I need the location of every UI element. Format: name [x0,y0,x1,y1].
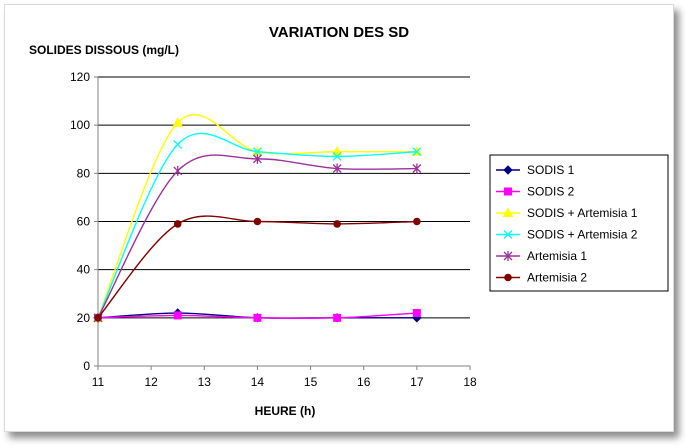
legend-item: Artemisia 2 [496,271,587,285]
data-point [413,217,421,226]
x-tick-label: 15 [304,375,318,389]
data-point [412,163,422,174]
data-point [333,220,341,228]
legend-marker [503,251,513,261]
series-4 [93,132,422,323]
legend-label: SODIS + Artemisia 1 [527,206,638,220]
x-tick-labels: 11 12 13 14 15 16 17 18 [92,375,477,389]
chart-svg: VARIATION DES SD SOLIDES DISSOUS (mg/L) … [29,24,669,418]
legend-label: Artemisia 1 [527,249,587,263]
series-line [97,132,417,319]
y-tick-label: 0 [83,359,90,373]
chart-title: VARIATION DES SD [269,24,409,41]
legend-marker [503,165,513,175]
legend-label: SODIS 2 [527,185,575,199]
y-tick-labels: 0 20 40 60 80 100 120 [70,70,90,373]
data-point [173,311,182,320]
x-tick-label: 11 [92,375,105,389]
y-tick-label: 80 [77,166,91,180]
series-lines [92,114,423,323]
series-5 [93,153,422,323]
y-tick-label: 120 [70,70,90,84]
legend: SODIS 1 SODIS 2 SODIS + Artemisia 1 SODIS +… [489,154,669,292]
x-tick-label: 18 [463,375,477,389]
data-point [412,147,422,157]
x-tick-label: 16 [357,375,371,389]
legend-marker [504,273,512,282]
data-point [94,314,102,322]
legend-marker [503,230,513,239]
x-tick-label: 17 [410,375,424,389]
x-tick-label: 14 [251,375,265,389]
y-tick-label: 40 [77,263,91,277]
data-point [253,217,262,226]
legend-label: Artemisia 2 [527,271,587,285]
data-point [173,139,183,149]
series-line [97,154,417,319]
data-point [332,152,342,161]
grid-lines [98,76,470,319]
legend-box [489,154,669,292]
x-tick-label: 12 [144,375,158,389]
y-tick-label: 100 [70,118,90,132]
data-point [252,147,262,157]
data-point [412,309,421,318]
legend-label: SODIS + Artemisia 2 [527,228,638,242]
y-axis-title: SOLIDES DISSOUS (mg/L) [29,43,179,57]
data-point [331,146,343,156]
data-point [173,165,183,176]
data-point [252,153,262,164]
chart-frame: VARIATION DES SD SOLIDES DISSOUS (mg/L) … [4,4,674,432]
y-tick-label: 20 [77,311,91,325]
legend-marker [504,187,512,196]
x-tick-label: 13 [198,375,212,389]
series-line [97,114,417,319]
data-point [332,163,342,174]
legend-item: Artemisia 1 [496,249,587,263]
data-point [333,313,342,322]
legend-marker [502,207,514,217]
series-line [97,215,417,319]
y-tick-label: 60 [77,215,91,229]
data-point [253,313,262,322]
legend-item: SODIS + Artemisia 2 [496,228,638,242]
data-point [172,117,184,127]
legend-item: SODIS 2 [496,185,575,199]
legend-label: SODIS 1 [527,163,575,177]
axes [94,76,471,370]
x-axis-title: HEURE (h) [255,404,316,418]
legend-item: SODIS + Artemisia 1 [496,206,638,220]
data-point [173,220,182,228]
legend-item: SODIS 1 [496,163,575,177]
series-6 [94,215,421,322]
series-2 [94,309,421,322]
